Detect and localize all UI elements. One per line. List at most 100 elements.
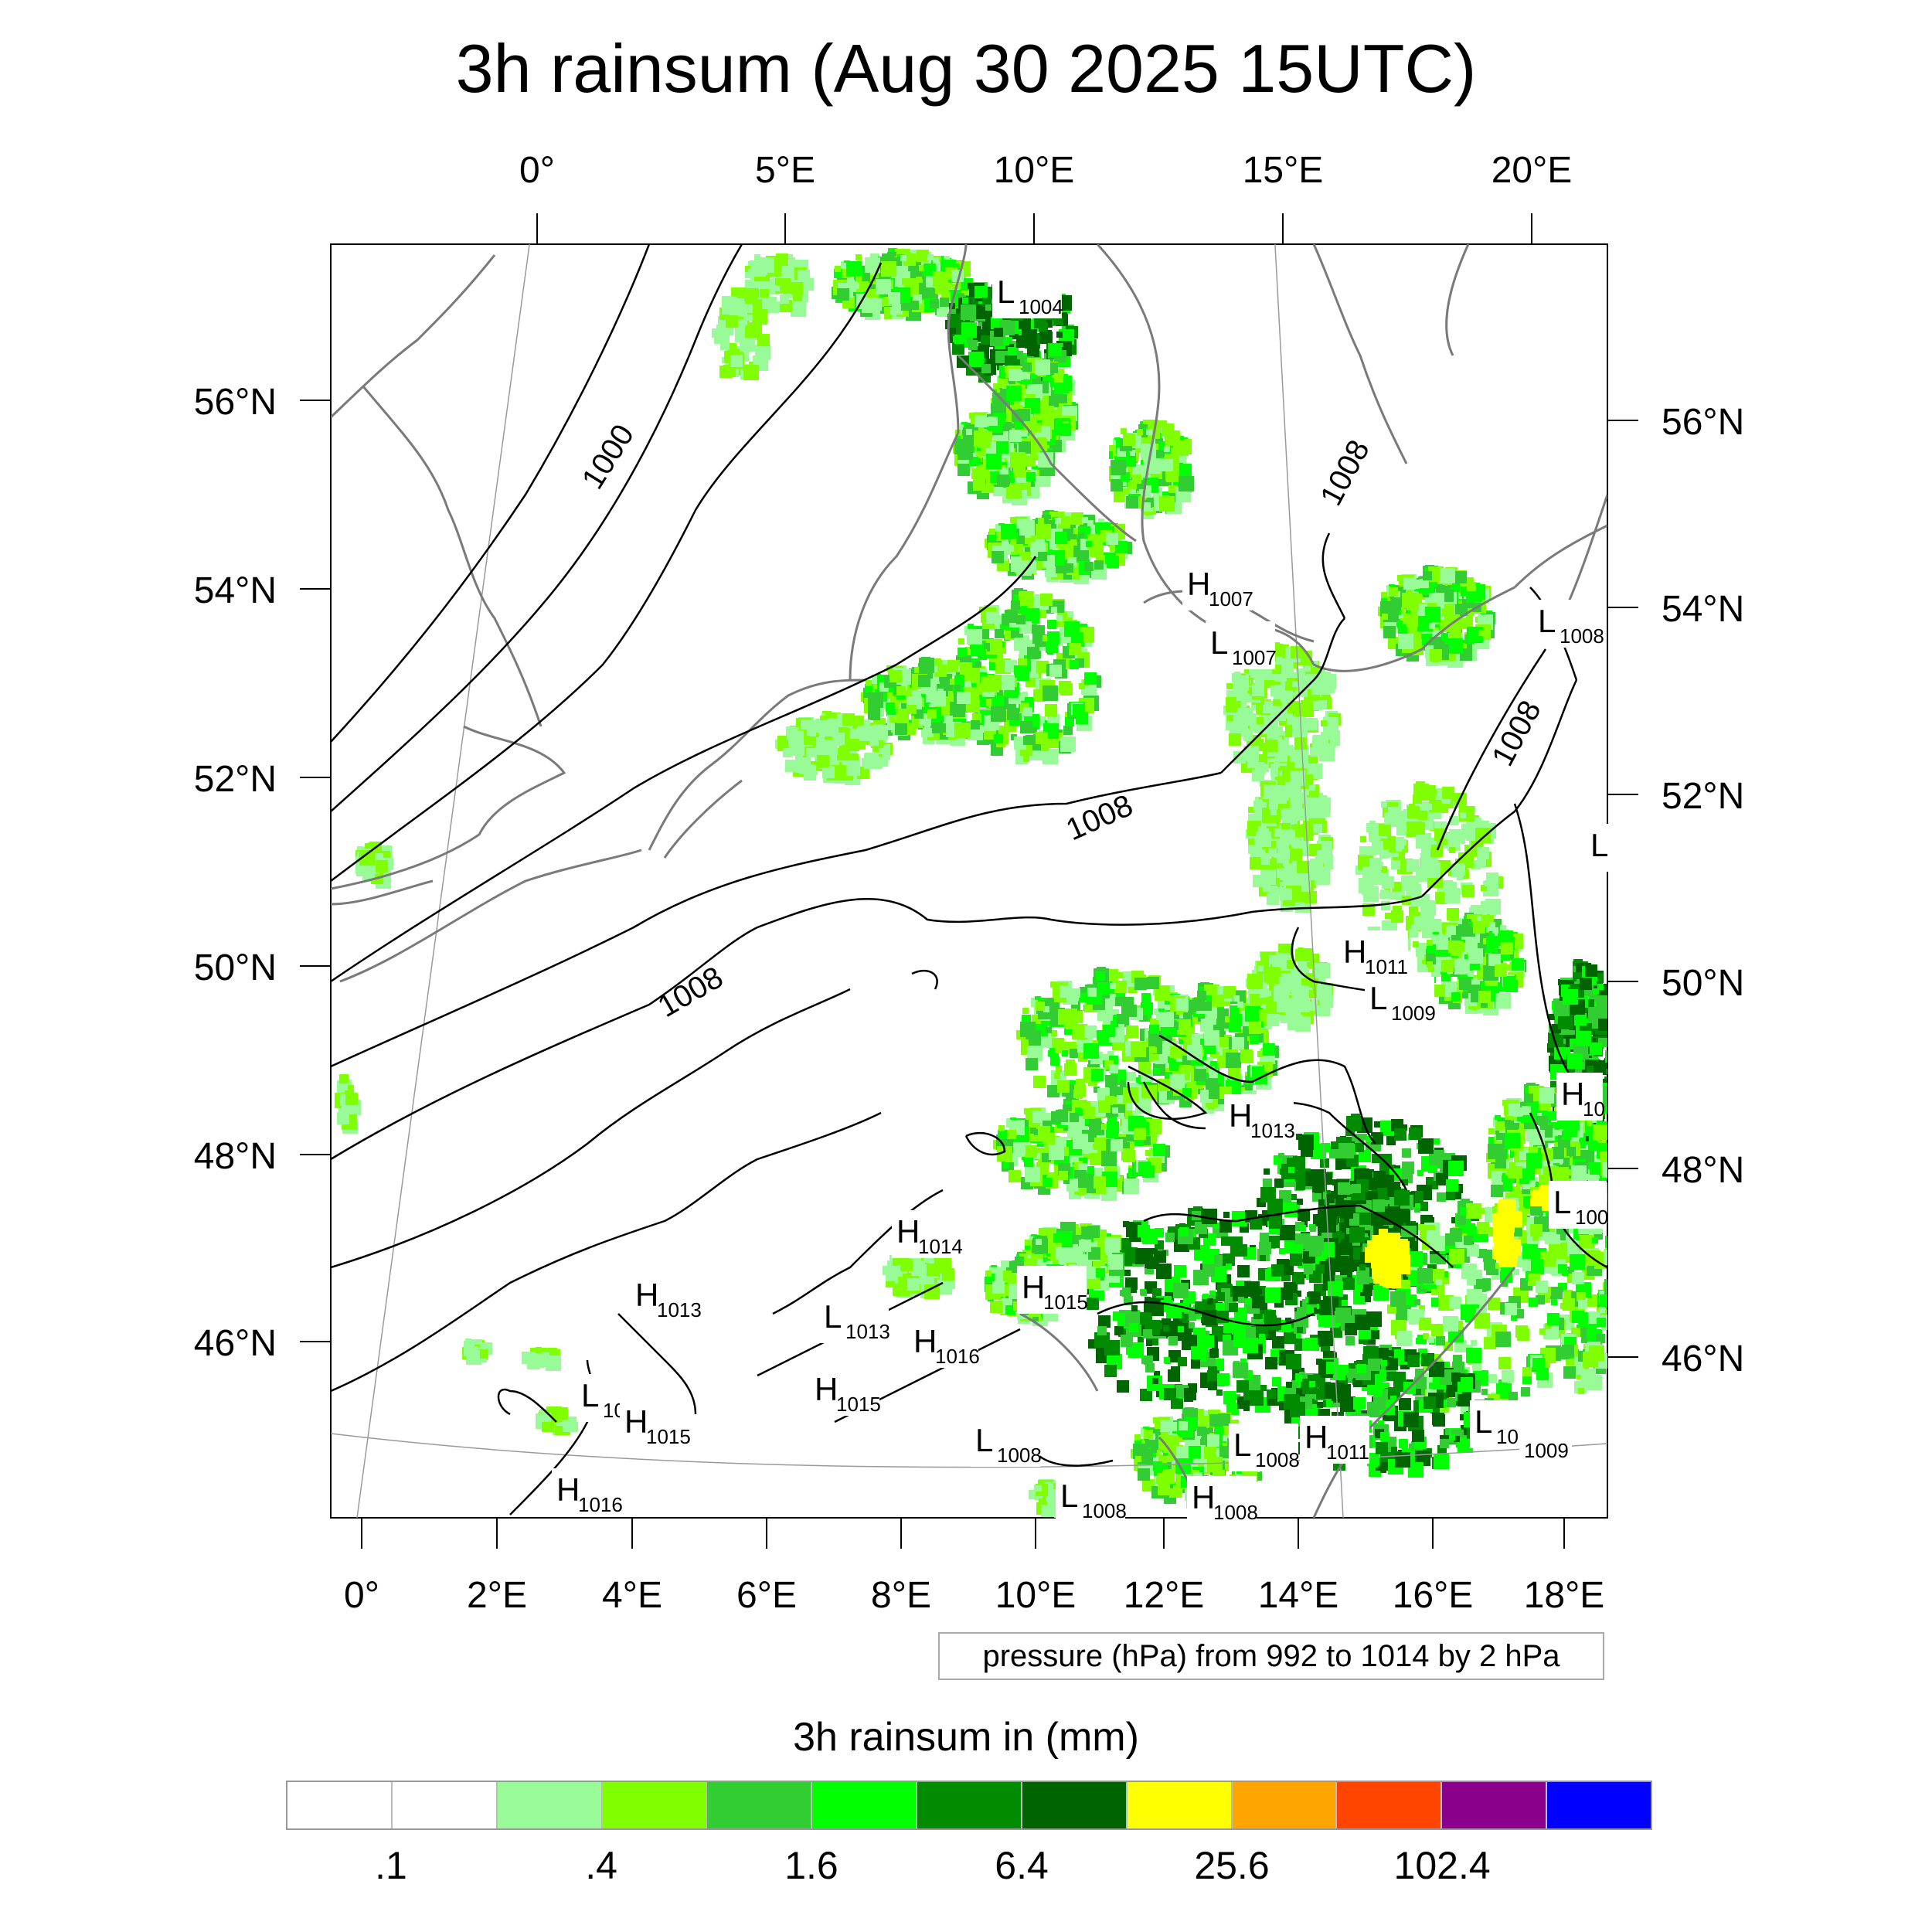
pressure-center-letter: L [1369,980,1387,1016]
pressure-center-letter: L [1538,603,1556,639]
pressure-center-value: 10 [1583,1097,1605,1121]
left-lat-label: 48°N [194,1136,277,1177]
colorbar-cell [1232,1782,1338,1828]
top-lon-label: 10°E [994,150,1075,191]
pressure-center-value: 1014 [918,1235,963,1258]
pressure-center-value: 1013 [1250,1119,1295,1142]
chart-title: 3h rainsum (Aug 30 2025 15UTC) [455,30,1477,107]
colorbar-labels: .1 .4 1.6 6.4 25.6 102.4 [286,1843,1652,1897]
pressure-center-letter: H [1561,1076,1584,1112]
colorbar-cell [917,1782,1022,1828]
rainfall-field [335,248,1607,1518]
colorbar-cell [497,1782,603,1828]
colorbar-tick-label: .1 [375,1844,407,1887]
pressure-center-value: 1008 [1255,1448,1300,1471]
pressure-center-letter: L [1233,1427,1251,1463]
bottom-lon-label: 18°E [1524,1575,1605,1616]
colorbar-tick-label: 1.6 [784,1844,838,1887]
top-axis-labels: 0° 5°E 10°E 15°E 20°E [519,150,1572,191]
pressure-center: L 1009 [1365,977,1436,1025]
pressure-center-value: 1016 [935,1345,980,1368]
bottom-lon-label: 6°E [736,1575,797,1616]
colorbar-cell [1022,1782,1128,1828]
pressure-center-letter: H [1304,1419,1328,1455]
pressure-center-value: 1011 [1365,955,1408,978]
pressure-center-letter: L [581,1377,599,1413]
pressure-center: 1009 [1519,1414,1572,1462]
top-lon-label: 5°E [755,150,815,191]
pressure-center: L 1013 [819,1295,890,1343]
pressure-contour-note: pressure (hPa) from 992 to 1014 by 2 hPa [938,1632,1604,1680]
pressure-center-letter: H [896,1213,920,1250]
pressure-center-letter: H [1022,1269,1045,1305]
left-lat-label: 54°N [194,570,277,611]
right-axis-labels: 56°N 54°N 52°N 50°N 48°N 46°N [1662,402,1744,1379]
bottom-lon-label: 10°E [995,1575,1077,1616]
pressure-center-value: 1009 [1524,1439,1569,1462]
pressure-center: L 1007 [1206,621,1277,669]
pressure-center-value: 1009 [1391,1002,1436,1025]
pressure-center-letter: L [1210,624,1228,661]
bottom-lon-label: 12°E [1124,1575,1205,1616]
pressure-center-value: 1011 [1326,1440,1369,1464]
colorbar-cell [287,1782,393,1828]
pressure-center-letter: H [556,1471,580,1508]
pressure-center-value: 100 [1575,1206,1608,1229]
colorbar-cell [1337,1782,1443,1828]
pressure-center-letter: H [815,1371,838,1407]
colorbar-tick-label: 6.4 [995,1844,1049,1887]
pressure-center-letter: L [975,1422,993,1458]
pressure-center-value: 1007 [1209,587,1253,611]
bottom-lon-label: 14°E [1258,1575,1339,1616]
pressure-center-value: 1015 [836,1393,881,1416]
pressure-center: L [1586,824,1609,872]
top-lon-label: 20°E [1492,150,1573,191]
colorbar-cell [1127,1782,1233,1828]
pressure-center: L 1008 [1056,1475,1127,1522]
pressure-center-value: 1015 [1043,1291,1088,1314]
pressure-center-letter: L [1475,1403,1492,1440]
pressure-center-value: 1007 [1232,646,1277,669]
pressure-center-letter: H [1187,566,1210,602]
pressure-center-value: 1013 [657,1298,702,1321]
pressure-center-letter: L [997,274,1015,310]
colorbar-cell [812,1782,918,1828]
colorbar-tick-label: 25.6 [1194,1844,1270,1887]
pressure-center-letter: L [1590,827,1608,863]
pressure-center-value: 1008 [1213,1501,1258,1524]
pressure-center-value: 1008 [1082,1499,1127,1522]
right-lat-label: 52°N [1662,776,1744,817]
pressure-center: L 1004 [992,270,1063,318]
colorbar-tick-label: 102.4 [1393,1844,1491,1887]
left-axis-labels: 56°N 54°N 52°N 50°N 48°N 46°N [194,382,277,1364]
bottom-lon-label: 4°E [602,1575,662,1616]
colorbar-cell [602,1782,708,1828]
pressure-center: L 1008 [1229,1423,1300,1471]
top-lon-label: 15°E [1243,150,1324,191]
pressure-center-letter: H [1343,934,1366,970]
pressure-center: L 100 [1549,1181,1608,1229]
bottom-axis-labels: 0° 2°E 4°E 6°E 8°E 10°E 12°E 14°E 16°E 1… [344,1575,1604,1616]
pressure-center: L 1008 [1533,600,1604,648]
pressure-center-value: 1013 [845,1320,890,1343]
colorbar-cell [392,1782,498,1828]
tick-marks [300,213,1638,1549]
pressure-center-letter: H [1229,1097,1252,1134]
pressure-center-value: 1015 [646,1425,691,1448]
pressure-center: H10 [1556,1073,1605,1121]
colorbar-tick-label: .4 [585,1844,617,1887]
pressure-center-letter: H [635,1277,658,1313]
bottom-lon-label: 8°E [871,1575,931,1616]
